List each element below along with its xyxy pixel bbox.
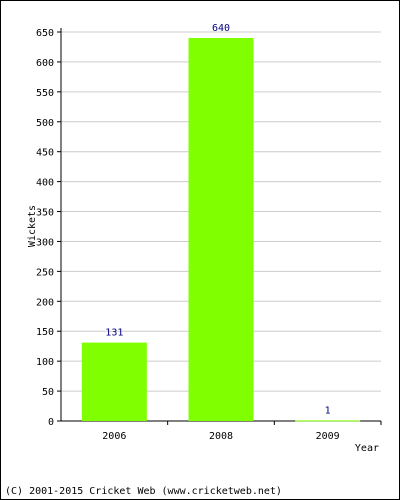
y-tick-label: 0 [48,417,54,428]
x-tick-label: 2009 [316,431,340,442]
y-tick-label: 600 [36,58,54,69]
y-tick-label: 300 [36,237,54,248]
y-tick-label: 200 [36,297,54,308]
y-tick-label: 450 [36,148,54,159]
bar [81,342,147,421]
y-tick-label: 250 [36,267,54,278]
y-tick-label: 550 [36,88,54,99]
y-tick-label: 500 [36,118,54,129]
bar-chart: 0 50 100 150 200 250 300 350 400 450 500 550 600 650 1… [27,23,382,454]
bar [295,420,361,422]
y-tick-label: 150 [36,327,54,338]
copyright-footer: (C) 2001-2015 Cricket Web (www.cricketwe… [5,486,282,497]
data-label: 131 [105,328,123,339]
bar [188,37,254,421]
y-tick-label: 400 [36,178,54,189]
x-tick-label: 2006 [102,431,126,442]
data-label: 640 [212,23,230,34]
y-tick-label: 100 [36,357,54,368]
y-tick-label: 50 [42,387,54,398]
x-axis-title: Year [355,443,379,454]
y-tick-label: 650 [36,28,54,39]
y-tick-label: 350 [36,208,54,219]
y-axis-title: Wickets [27,205,38,247]
data-label: 1 [325,405,331,416]
x-tick-label: 2008 [209,431,233,442]
